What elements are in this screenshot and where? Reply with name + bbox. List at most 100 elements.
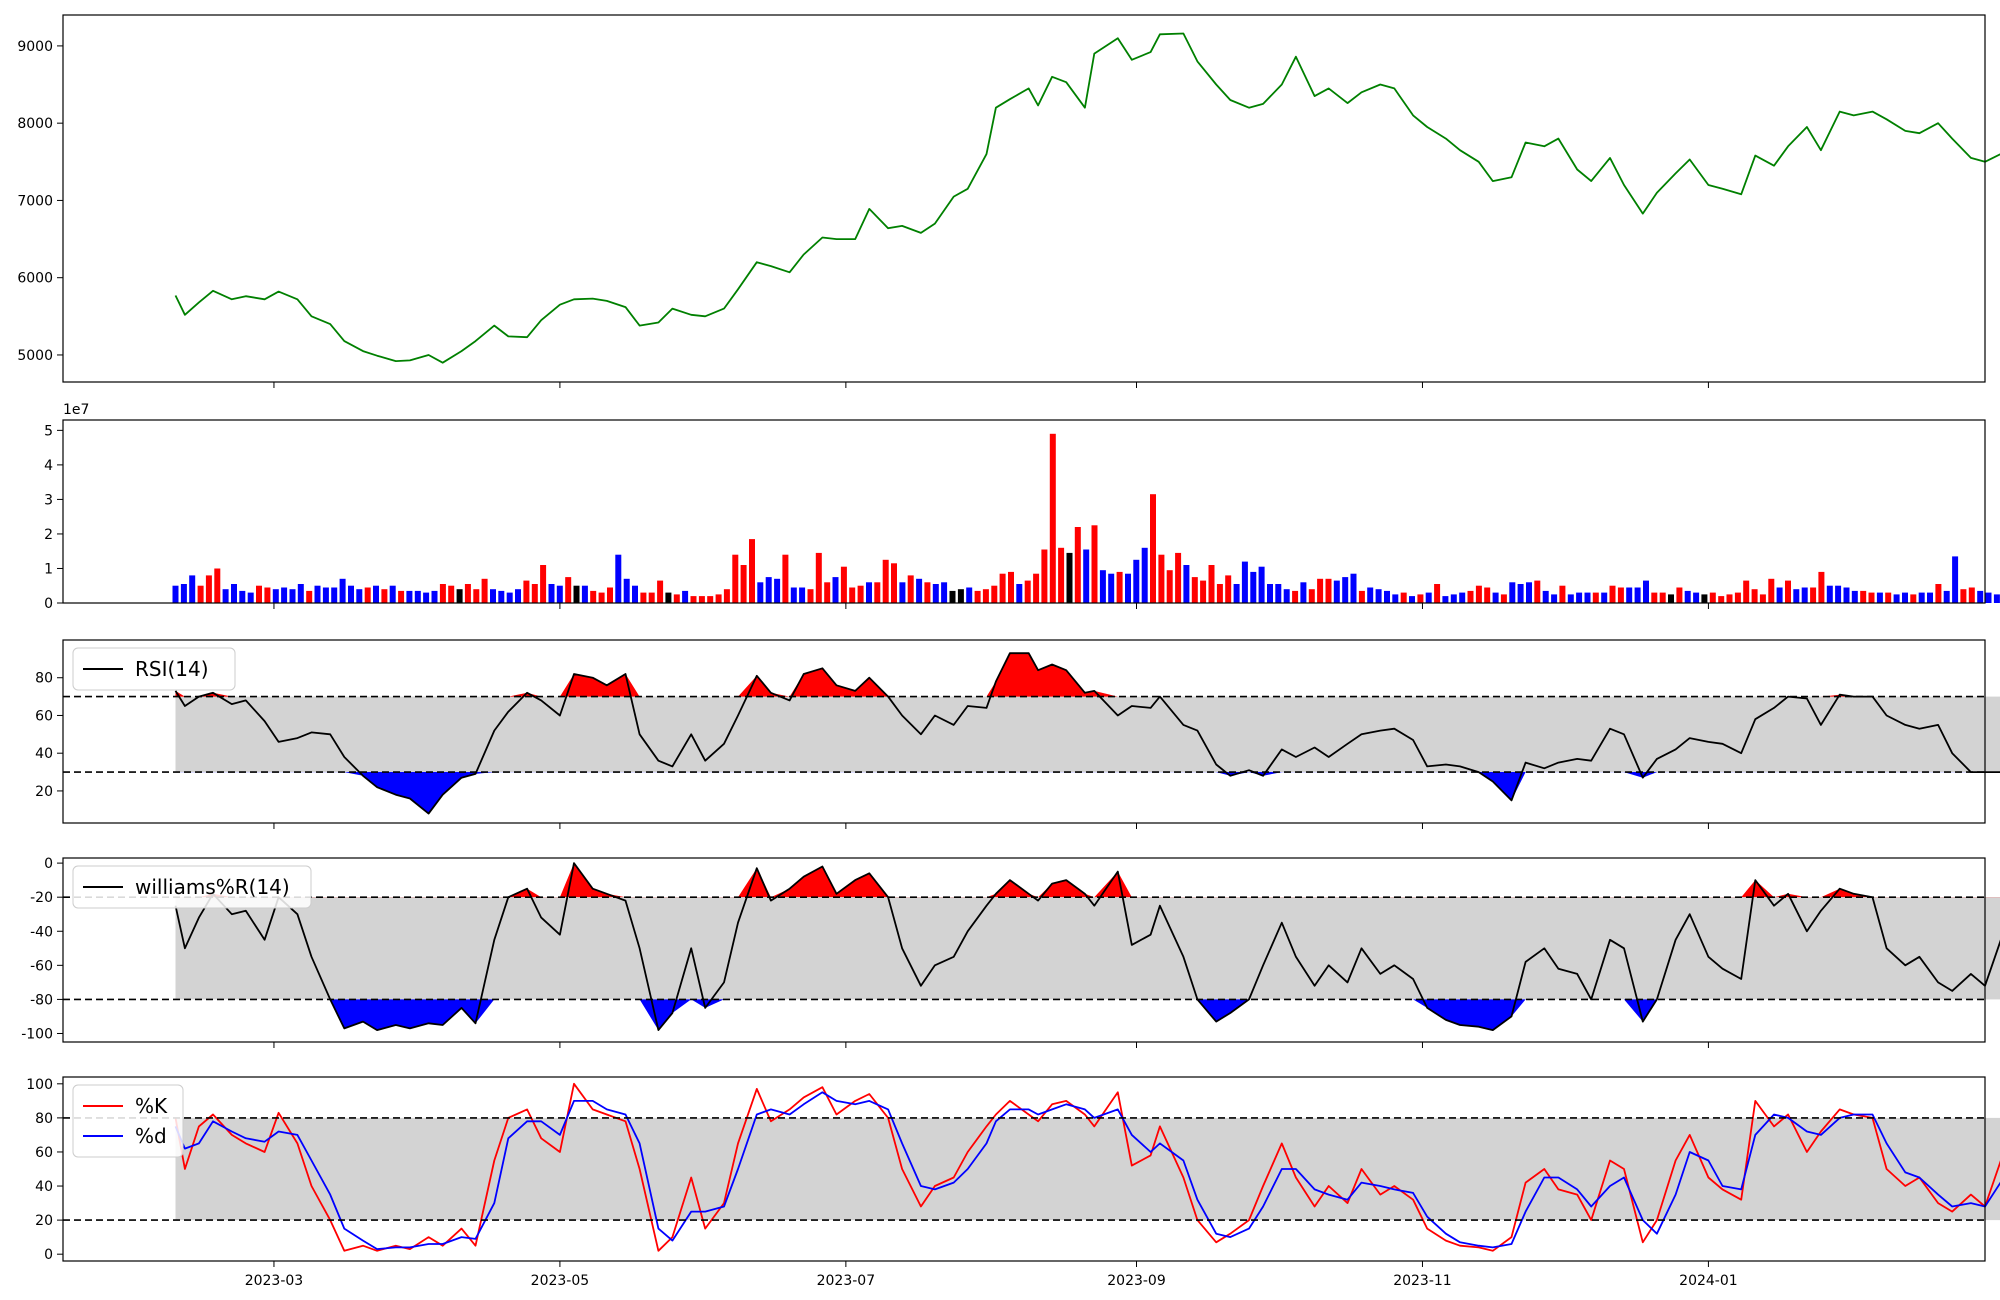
xtick-label: 2023-11 (1393, 1273, 1452, 1289)
rsi-legend (72, 647, 236, 691)
williams-legend-label: williams%R(14) (135, 875, 290, 899)
volume-bar (1701, 594, 1708, 603)
volume-ytick-label: 3 (44, 492, 53, 508)
volume-bar (565, 577, 572, 603)
volume-bar (1551, 594, 1558, 603)
volume-bar (1634, 587, 1641, 603)
volume-bar (581, 585, 588, 603)
volume-bar (573, 585, 580, 603)
volume-bar (774, 578, 781, 603)
volume-bar (540, 565, 547, 603)
volume-bar (640, 592, 647, 603)
stochastic-band-fill (175, 1117, 2000, 1221)
volume-bar (1200, 580, 1207, 603)
volume-bar (1292, 590, 1299, 603)
volume-bar (673, 594, 680, 603)
volume-bar (1074, 527, 1081, 603)
volume-bar (339, 578, 346, 603)
stochastic-ytick-label: 100 (26, 1077, 53, 1093)
volume-bar (1651, 592, 1658, 603)
stochastic-legend (72, 1084, 184, 1158)
volume-bar (1267, 584, 1273, 603)
volume-bar (531, 584, 538, 603)
volume-bar (757, 582, 764, 603)
volume-bar (1008, 571, 1014, 603)
volume-bar (1375, 589, 1382, 603)
volume-bar (180, 584, 187, 603)
volume-bar (790, 587, 797, 603)
price-ytick-label: 6000 (17, 271, 53, 287)
volume-bar (498, 590, 505, 603)
volume-bar (1801, 587, 1808, 603)
volume-bar (464, 584, 471, 603)
volume-bar (941, 582, 948, 603)
volume-bar (1943, 590, 1950, 603)
volume-bar (899, 582, 906, 603)
volume-bar (1643, 580, 1649, 603)
volume-bar (1141, 547, 1148, 603)
rsi-panel-frame (62, 639, 1986, 824)
xtick-label: 2023-07 (817, 1273, 876, 1289)
volume-ytick-label: 0 (44, 596, 53, 612)
volume-bar (690, 596, 697, 603)
volume-bar (1868, 592, 1875, 603)
volume-bar (1793, 589, 1800, 603)
volume-bar (264, 587, 271, 603)
volume-bar (548, 584, 555, 603)
price-ytick-label: 5000 (17, 348, 53, 364)
volume-bar (473, 589, 480, 603)
volume-bar (1860, 590, 1867, 603)
volume-bar (189, 575, 196, 603)
volume-ytick-label: 5 (44, 423, 53, 439)
volume-bar (957, 589, 964, 603)
volume-bar (1902, 592, 1908, 603)
volume-bar (1158, 554, 1165, 603)
volume-bar (907, 575, 914, 603)
volume-bar (1191, 577, 1198, 603)
volume-bar (1467, 590, 1474, 603)
volume-bar (1183, 565, 1190, 603)
volume-bar (1985, 592, 1992, 603)
stochastic-panel-frame (62, 1076, 1986, 1262)
volume-bar (297, 584, 304, 603)
volume-bar (1601, 592, 1608, 603)
volume-bar (1776, 587, 1783, 603)
volume-bar (707, 596, 714, 603)
volume-bar (331, 587, 338, 603)
volume-bar (222, 589, 229, 603)
volume-bar (1676, 587, 1683, 603)
volume-bar (1952, 556, 1959, 603)
volume-bar (1208, 565, 1215, 603)
volume-bar (1818, 571, 1825, 603)
volume-bar (281, 587, 288, 603)
volume-bar (1910, 594, 1917, 603)
volume-bar (1684, 590, 1691, 603)
volume-bar (1718, 596, 1725, 603)
volume-bar (832, 577, 839, 603)
volume-bar (1876, 592, 1883, 603)
volume-bar (1977, 590, 1984, 603)
volume-bar (1759, 594, 1766, 603)
volume-bar (698, 596, 705, 603)
volume-bar (1434, 584, 1441, 603)
volume-bar (1567, 594, 1574, 603)
volume-bar (1968, 587, 1975, 603)
volume-bar (348, 585, 354, 603)
volume-bar (1492, 592, 1499, 603)
volume-bar (1509, 582, 1516, 603)
volume-bar (1083, 549, 1090, 603)
volume-bar (866, 582, 872, 603)
volume-ytick-label: 1 (44, 561, 53, 577)
stochastic-legend-label: %K (135, 1094, 168, 1118)
volume-bar (239, 590, 246, 603)
volume-bar (1233, 584, 1240, 603)
volume-bar (891, 563, 897, 603)
williams-band-fill (175, 897, 2000, 1000)
rsi-overbought-fill (175, 653, 2000, 697)
volume-bar (916, 578, 923, 603)
volume-bar (1342, 577, 1349, 603)
volume-bar (423, 592, 430, 603)
volume-bar (1918, 592, 1925, 603)
price-ytick-label: 7000 (17, 193, 53, 209)
